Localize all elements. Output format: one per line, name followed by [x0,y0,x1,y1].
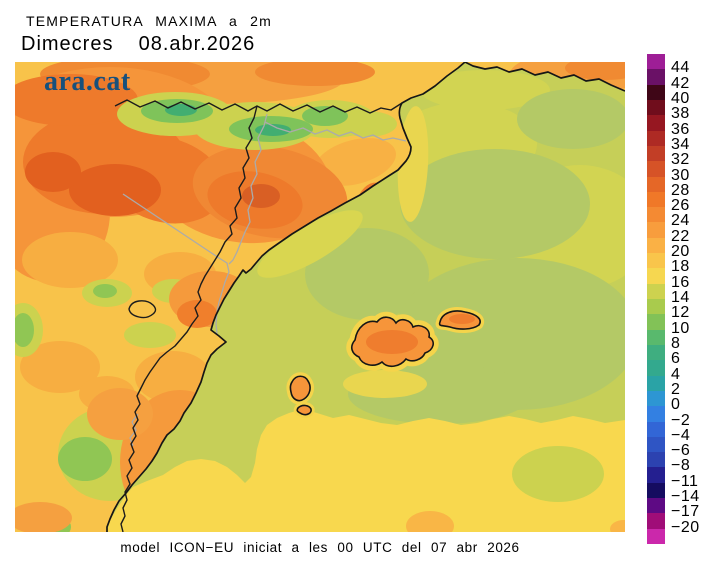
colorbar-band [647,115,665,131]
balearic-islands [286,307,485,419]
sea-layer [107,70,625,532]
colorbar-tick-label: 22 [671,227,690,245]
colorbar-band [647,390,665,407]
colorbar-tick-label: 12 [671,304,690,322]
colorbar-tick-label: 42 [671,74,690,92]
colorbar-tick-label: 0 [671,396,681,414]
colorbar-tick-label: 26 [671,197,690,215]
land-layer [15,62,625,532]
colorbar-tick-label: −6 [671,442,691,460]
colorbar-band [647,436,665,453]
colorbar-bands [647,54,665,544]
colorbar-tick-label: −4 [671,426,691,444]
colorbar-band [647,237,665,254]
colorbar-tick-label: 32 [671,151,690,169]
colorbar-tick-label: 10 [671,319,690,337]
colorbar-band [647,268,665,284]
map-date: Dimecres 08.abr.2026 [21,33,256,55]
colorbar-band [647,176,665,192]
river-ter [264,121,407,142]
colorbar-tick-label: 24 [671,212,690,230]
colorbar-band [647,421,665,437]
colorbar-tick-label: 44 [671,59,690,77]
colorbar-band [647,253,665,269]
colorbar-tick-label: −20 [671,518,700,536]
colorbar-band [647,145,665,162]
colorbar-tick-label: 20 [671,243,690,261]
colorbar-tick-label: 34 [671,135,690,153]
map-title: TEMPERATURA MAXIMA a 2m [26,13,272,29]
colorbar-band [647,84,665,100]
colorbar-band [647,299,665,315]
border-west [120,105,258,532]
colorbar-band [647,344,665,361]
colorbar-band [647,498,665,514]
map-svg [15,62,625,532]
borders [114,99,403,532]
colorbar-band [647,161,665,177]
colorbar-tick-label: −17 [671,503,700,521]
river-ebre [122,193,230,335]
map-canvas: ara.cat [15,62,625,532]
colorbar-band [647,314,665,330]
colorbar-band [647,482,665,499]
colorbar-tick-label: 36 [671,120,690,138]
colorbar-band [647,99,665,116]
colorbar-tick-label: 6 [671,350,681,368]
colorbar-tick-label: 8 [671,334,681,352]
colorbar-band [647,406,665,422]
colorbar-band [647,528,665,544]
island-ibiza [289,375,311,402]
colorbar-band [647,329,665,345]
coast-iberia [106,62,466,532]
colorbar-band [647,467,665,483]
colorbar-tick-label: −8 [671,457,691,475]
colorbar-band [647,222,665,238]
colorbar-band [647,207,665,223]
colorbar-tick-label: −14 [671,488,700,506]
colorbar-band [647,360,665,376]
river-segre [228,113,268,265]
colorbar-tick-label: −2 [671,411,691,429]
colorbar-tick-label: 14 [671,289,690,306]
colorbar-band [647,54,665,70]
colorbar-tick-label: 40 [671,89,690,107]
coast-france [464,62,625,92]
rivers [122,113,407,447]
colorbar-band [647,191,665,208]
colorbar-band [647,452,665,468]
colorbar-band [647,283,665,299]
ara-cat-logo: ara.cat [44,66,131,97]
colorbar-tick-label: 18 [671,258,690,276]
colorbar-band [647,375,665,391]
colorbar-tick-label: 4 [671,365,681,383]
colorbar-tick-label: −11 [671,472,699,490]
colorbar-band [647,69,665,85]
colorbar-tick-label: 38 [671,105,690,123]
colorbar-tick-label: 2 [671,380,681,398]
coastline [106,62,625,532]
island-formentera [296,404,312,416]
colorbar-tick-label: 30 [671,166,690,184]
temperature-colorbar: 44 42 40 38 36 34 32 30 28 26 24 22 20 18 16 14 12 10 8 6 4 2… [647,54,709,546]
colorbar-tick-label: 28 [671,181,690,199]
model-caption: model ICON−EU iniciat a les 00 UTC del 0… [120,540,520,555]
border-exclave [128,300,157,319]
colorbar-band [647,130,665,146]
river-xuquer [129,413,139,447]
colorbar-band [647,513,665,529]
colorbar-tick-label: 16 [671,273,690,291]
border-pyrenees [114,99,403,114]
